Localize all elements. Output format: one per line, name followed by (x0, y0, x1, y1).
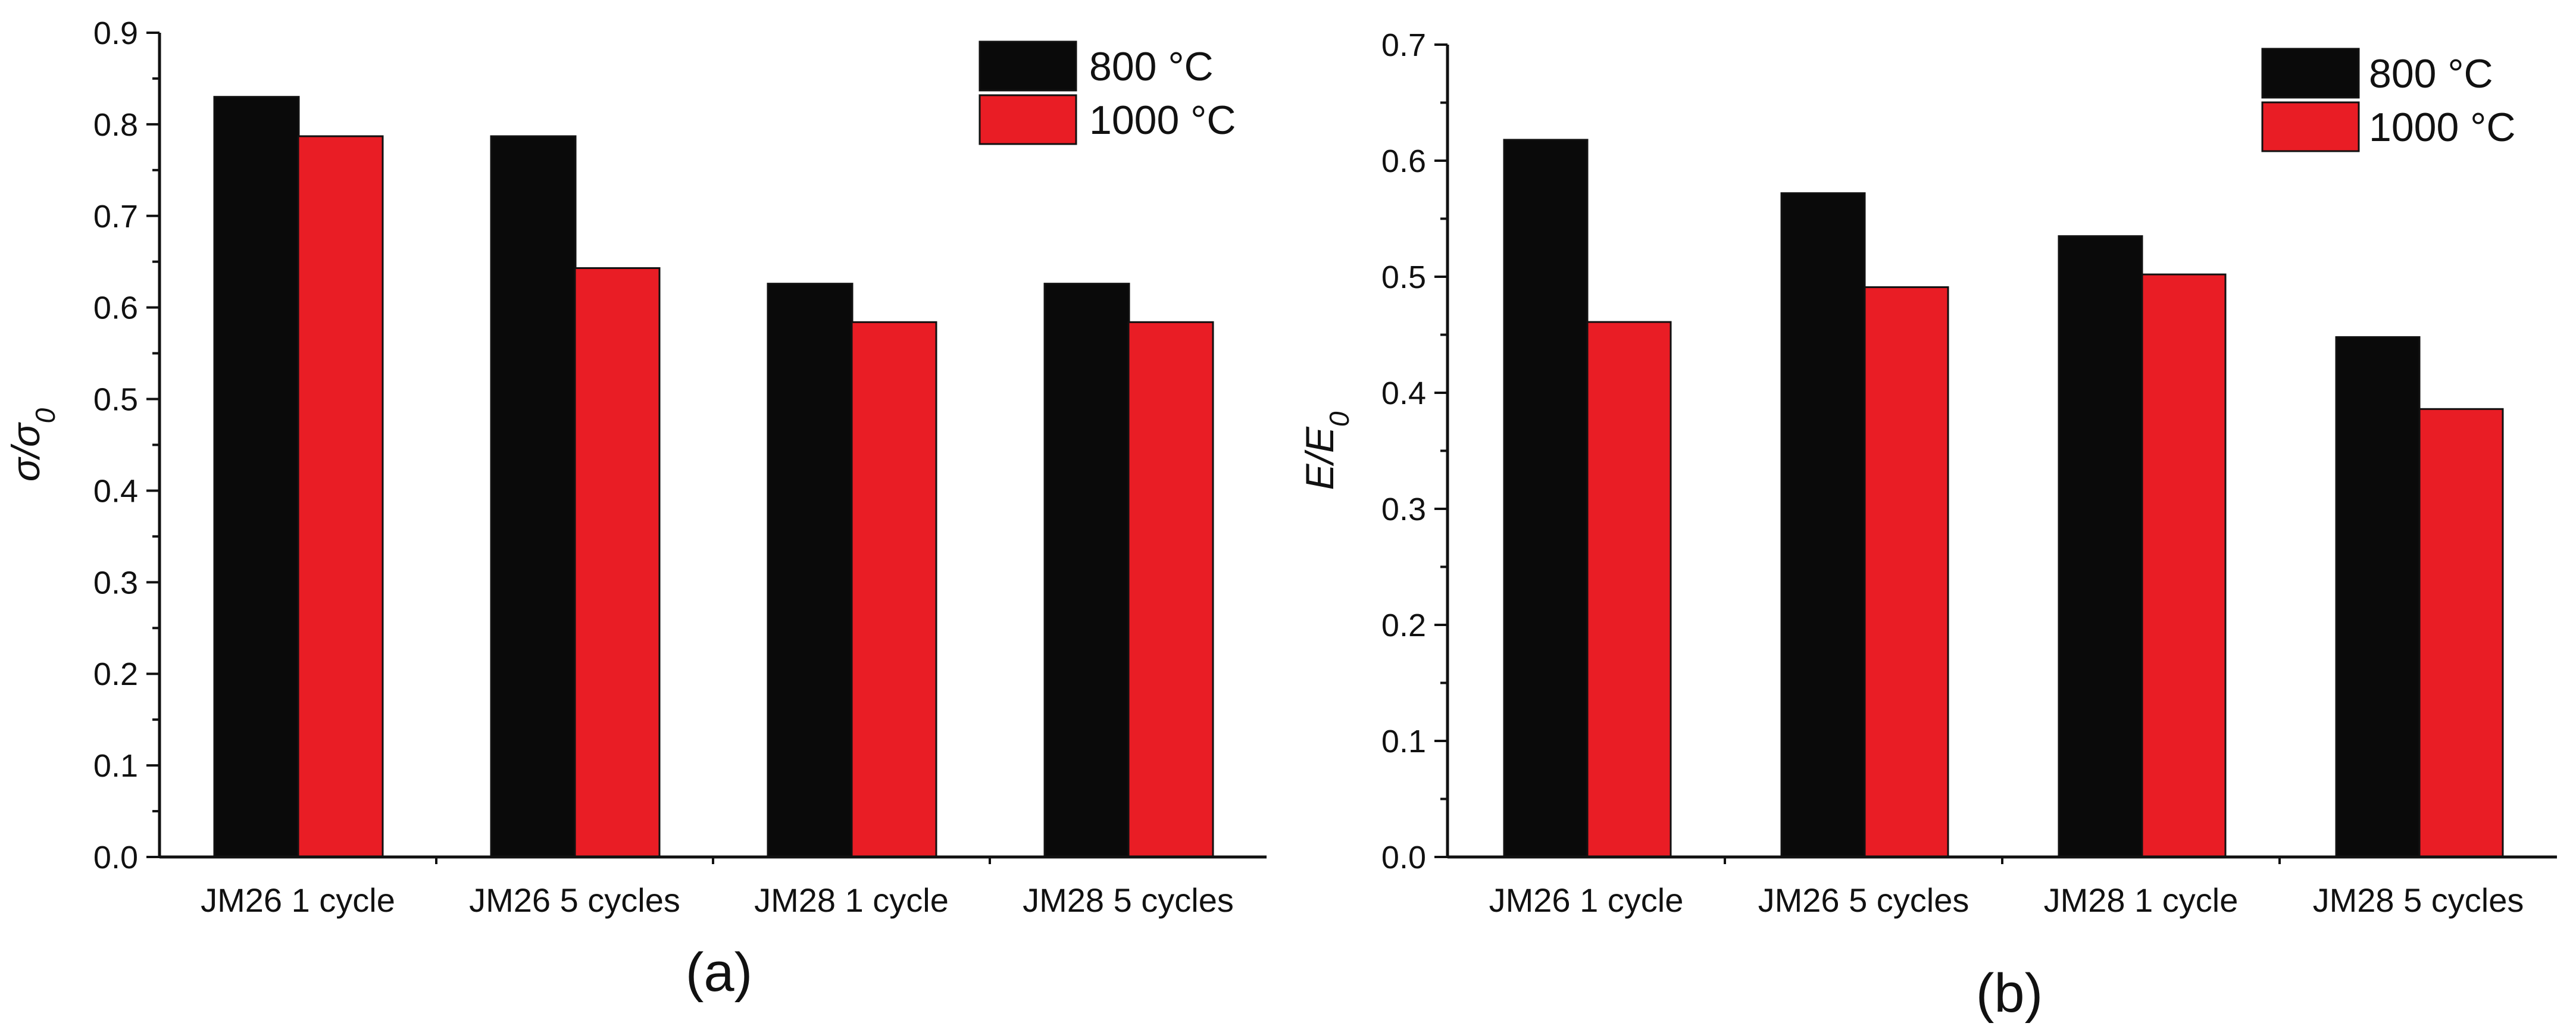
y-tick-label-b-6: 0.6 (1381, 143, 1426, 179)
y-tick-label-a-6: 0.6 (93, 290, 138, 326)
legend-swatch-a-0 (978, 40, 1077, 92)
legend-label-b-0: 800 °C (2369, 51, 2493, 96)
x-tick-label-b-0: JM26 1 cycle (1489, 881, 1684, 919)
bar-a-s1-c1 (574, 267, 661, 858)
x-tick-label-a-3: JM28 5 cycles (1023, 881, 1234, 919)
y-tick-label-a-9: 0.9 (93, 15, 138, 51)
bar-b-s1-c0 (1586, 321, 1672, 858)
y-axis-title-subscript: 0 (30, 408, 61, 423)
bar-b-s1-c2 (2141, 273, 2227, 858)
y-tick-label-a-2: 0.2 (93, 656, 138, 692)
y-tick-label-b-7: 0.7 (1381, 27, 1426, 63)
y-tick-label-b-2: 0.2 (1381, 608, 1426, 643)
chart-panel-a: 0.0 0.1 0.2 0.3 0.4 0.5 0.6 0.7 0.8 0.9 JM26 1 cyc… (4, 15, 1267, 1003)
y-tick-label-a-4: 0.4 (93, 473, 138, 509)
legend-swatch-a-1 (978, 94, 1077, 145)
x-tick-label-a-0: JM26 1 cycle (201, 881, 395, 919)
panel-label-b: (b) (1976, 963, 2043, 1024)
bar-a-s0-c1 (490, 135, 577, 858)
bar-a-s0-c3 (1043, 283, 1130, 858)
y-tick-label-a-1: 0.1 (93, 748, 138, 784)
x-tick-label-b-1: JM26 5 cycles (1758, 881, 1969, 919)
panel-label-a: (a) (686, 942, 752, 1003)
bar-b-s0-c1 (1780, 192, 1866, 858)
bar-b-s0-c2 (2058, 235, 2143, 858)
legend-swatch-b-1 (2261, 101, 2360, 152)
legend-label-a-0: 800 °C (1089, 44, 1214, 89)
y-tick-label-a-0: 0.0 (93, 840, 138, 875)
legend-label-b-1: 1000 °C (2369, 105, 2515, 150)
legend-label-a-1: 1000 °C (1089, 98, 1236, 143)
y-tick-label-a-7: 0.7 (93, 199, 138, 234)
y-axis-title-subscript: 0 (1324, 411, 1355, 427)
bar-a-s1-c2 (851, 321, 937, 858)
y-axis-title-base: σ/σ (4, 422, 48, 481)
y-tick-label-b-5: 0.5 (1381, 259, 1426, 295)
y-tick-label-b-0: 0.0 (1381, 840, 1426, 875)
bar-a-s1-c3 (1127, 321, 1214, 858)
y-tick-label-a-5: 0.5 (93, 382, 138, 418)
y-axis-title-base: E/E (1298, 426, 1342, 490)
bar-b-s0-c3 (2335, 336, 2421, 858)
x-tick-label-b-2: JM28 1 cycle (2044, 881, 2239, 919)
bar-a-s0-c0 (213, 96, 300, 858)
y-tick-label-a-8: 0.8 (93, 107, 138, 143)
y-axis-title-b: E/E0 (1298, 411, 1355, 490)
bar-a-s0-c2 (767, 283, 854, 858)
x-tick-label-a-2: JM28 1 cycle (754, 881, 949, 919)
y-tick-label-a-3: 0.3 (93, 565, 138, 600)
x-tick-label-a-1: JM26 5 cycles (469, 881, 680, 919)
x-tick-label-b-3: JM28 5 cycles (2313, 881, 2524, 919)
bar-b-s1-c3 (2418, 408, 2504, 858)
chart-panel-b: 0.0 0.1 0.2 0.3 0.4 0.5 0.6 0.7 JM26 1 cycle JM26… (1298, 27, 2557, 1024)
y-axis-title-a: σ/σ0 (4, 408, 61, 481)
y-tick-label-b-4: 0.4 (1381, 376, 1426, 411)
bar-b-s1-c1 (1864, 286, 1949, 858)
bar-a-s1-c0 (297, 135, 384, 858)
legend-swatch-b-0 (2261, 48, 2360, 99)
y-tick-label-b-3: 0.3 (1381, 492, 1426, 527)
y-tick-label-b-1: 0.1 (1381, 724, 1426, 759)
bar-b-s0-c0 (1503, 139, 1589, 858)
